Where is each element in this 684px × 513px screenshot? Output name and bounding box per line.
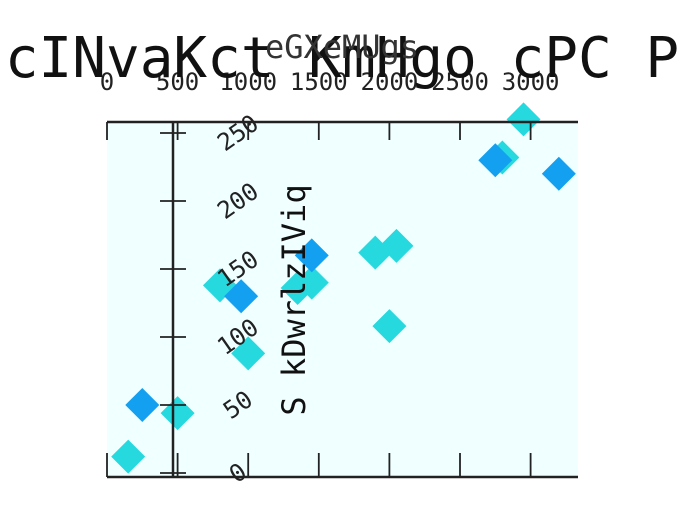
x-tick-label: 1500 [290,68,348,96]
data-point-s1-11 [506,102,541,137]
data-point-s2-4 [478,143,513,178]
x-tick-label: 2000 [361,68,419,96]
y-axis-label: S kDwrlzIViq [275,184,313,415]
data-point-s2-5 [541,156,576,191]
data-point-s2-3 [294,238,329,273]
plot-frame [107,120,578,479]
data-point-s2-2 [224,279,259,314]
data-point-s2-1 [125,388,160,422]
x-tick-label: 3000 [502,68,560,96]
data-point-s1-8 [372,309,407,344]
x-tick-label: 500 [156,68,199,96]
x-axis: 0 500 1000 1500 2000 2500 3000 [100,68,560,477]
data-point-s1-4 [231,336,266,371]
data-point-s1-9 [379,228,414,263]
chart-title: cINvaKct KmHgo cPC P [5,26,679,91]
x-tick-label: 1000 [219,68,277,96]
x-tick-label: 2500 [431,68,489,96]
x-tick-label: 0 [100,68,114,96]
data-point-s1-6 [294,265,329,300]
data-point-s1-1 [111,439,146,474]
x-axis-label: eGXeMUgs [265,28,419,66]
